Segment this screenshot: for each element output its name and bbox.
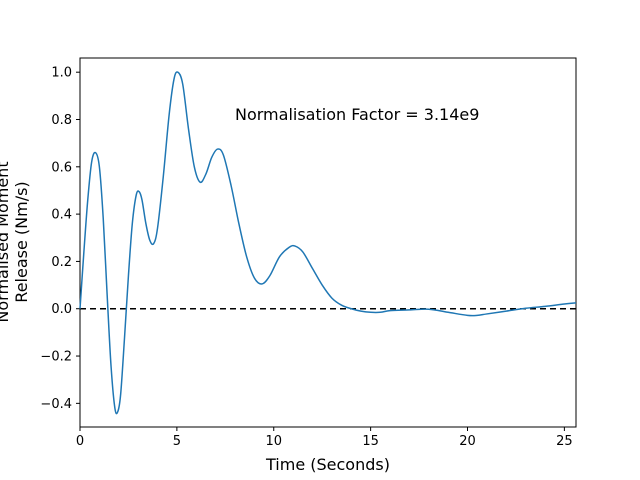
x-axis-label: Time (Seconds) <box>265 455 390 474</box>
y-tick-label: 0.6 <box>51 160 72 175</box>
x-tick-label: 25 <box>556 434 573 449</box>
annotation-text: Normalisation Factor = 3.14e9 <box>235 105 479 124</box>
y-tick-label: −0.2 <box>40 350 72 365</box>
plot-frame <box>79 57 577 428</box>
x-tick-label: 20 <box>459 434 476 449</box>
x-tick-label: 0 <box>76 434 84 449</box>
y-tick-label: 0.4 <box>51 208 72 223</box>
x-axis-ticks: 0 5 10 15 20 25 <box>76 427 573 449</box>
series-line <box>79 71 577 415</box>
y-tick-label: 0.0 <box>51 302 72 317</box>
x-tick-label: 15 <box>362 434 379 449</box>
y-axis-label-line-1: Normalised Moment <box>0 161 12 322</box>
y-tick-label: 1.0 <box>51 66 72 81</box>
y-axis-label-line-2: Release (Nm/s) <box>12 181 31 302</box>
x-tick-label: 5 <box>173 434 181 449</box>
y-tick-label: 0.8 <box>51 113 72 128</box>
y-tick-label: 0.2 <box>51 255 72 270</box>
y-axis-ticks: −0.4 −0.2 0.0 0.2 0.4 0.6 0.8 1.0 <box>40 66 80 412</box>
x-tick-label: 10 <box>265 434 282 449</box>
y-tick-label: −0.4 <box>40 397 72 412</box>
